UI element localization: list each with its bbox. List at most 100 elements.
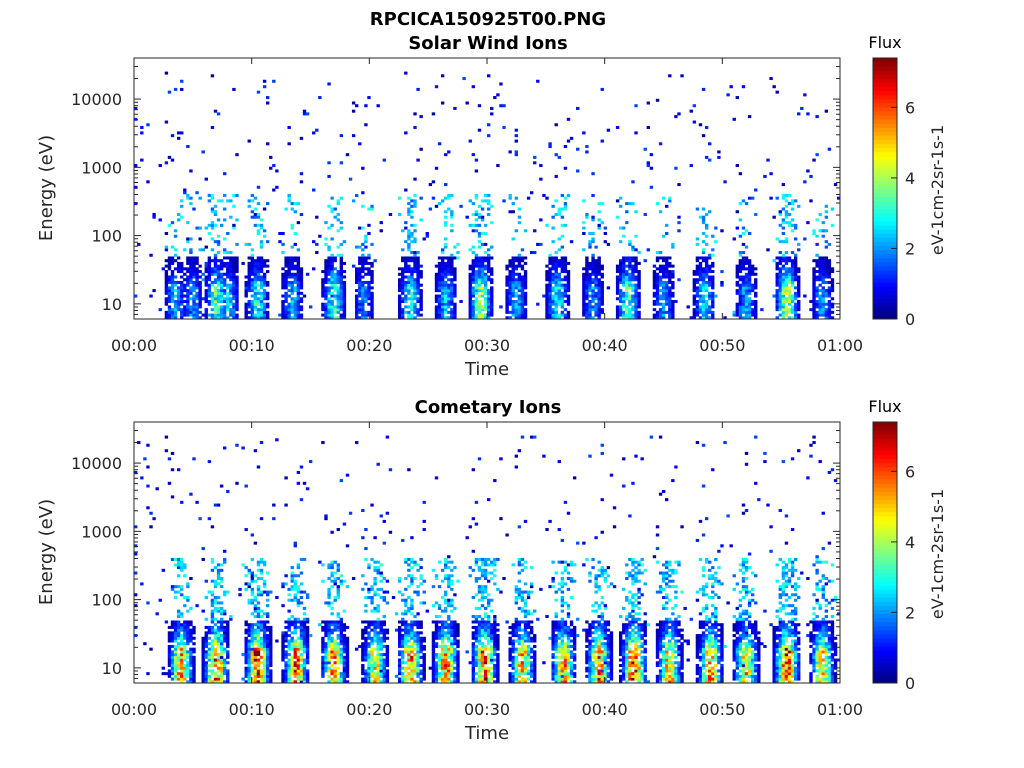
spectrogram-cell xyxy=(296,672,301,676)
spectrogram-cell xyxy=(797,270,801,274)
spectrogram-cell xyxy=(704,212,709,216)
spectrogram-cell xyxy=(296,299,301,303)
colorbar-swatch xyxy=(873,62,897,67)
spectrogram-cell xyxy=(290,308,294,312)
spectrogram-cell xyxy=(692,310,697,314)
spectrogram-cell xyxy=(299,639,304,643)
spectrogram-cell xyxy=(487,248,491,252)
spectrogram-cell xyxy=(333,310,337,314)
spectrogram-cell xyxy=(781,267,786,271)
spectrogram-cell xyxy=(265,316,270,320)
spectrogram-cell xyxy=(247,631,251,635)
spectrogram-cell xyxy=(305,677,310,681)
spectrogram-cell xyxy=(250,308,255,312)
spectrogram-cell xyxy=(637,283,641,287)
spectrogram-cell xyxy=(797,112,801,116)
colorbar-swatch xyxy=(873,147,897,153)
spectrogram-cell xyxy=(413,177,417,181)
spectrogram-cell xyxy=(542,294,546,298)
spectrogram-cell xyxy=(330,530,334,534)
spectrogram-cell xyxy=(591,299,595,303)
spectrogram-cell xyxy=(336,305,340,309)
spectrogram-cell xyxy=(440,308,445,312)
spectrogram-cell xyxy=(259,680,264,684)
spectrogram-cell xyxy=(204,663,208,667)
spectrogram-cell xyxy=(293,655,297,659)
spectrogram-cell xyxy=(778,256,782,260)
spectrogram-cell xyxy=(735,291,739,295)
spectrogram-cell xyxy=(176,644,181,648)
spectrogram-cell xyxy=(293,628,297,632)
spectrogram-cell xyxy=(775,278,779,282)
spectrogram-cell xyxy=(339,631,344,635)
colorbar-swatch xyxy=(873,58,897,63)
spectrogram-cell xyxy=(327,174,331,178)
spectrogram-cell xyxy=(253,642,258,646)
spectrogram-cell xyxy=(290,598,294,602)
spectrogram-cell xyxy=(747,259,752,263)
spectrogram-cell xyxy=(321,302,325,306)
spectrogram-cell xyxy=(744,272,749,276)
spectrogram-cell xyxy=(382,631,386,635)
spectrogram-cell xyxy=(615,215,620,219)
spectrogram-cell xyxy=(256,625,261,629)
spectrogram-cell xyxy=(812,313,816,317)
spectrogram-cell xyxy=(827,270,832,274)
spectrogram-cell xyxy=(631,264,635,268)
spectrogram-cell xyxy=(821,278,825,282)
spectrogram-cell xyxy=(173,631,178,635)
spectrogram-cell xyxy=(367,596,371,600)
spectrogram-cell xyxy=(192,256,196,260)
spectrogram-cell xyxy=(628,275,632,279)
spectrogram-cell xyxy=(244,582,248,586)
spectrogram-cell xyxy=(247,299,251,303)
spectrogram-cell xyxy=(440,199,445,203)
spectrogram-cell xyxy=(186,669,190,673)
spectrogram-cell xyxy=(554,299,558,303)
spectrogram-cell xyxy=(170,289,175,293)
spectrogram-cell xyxy=(336,218,340,222)
spectrogram-cell xyxy=(186,291,190,295)
spectrogram-cell xyxy=(269,636,273,640)
spectrogram-cell xyxy=(293,593,297,597)
spectrogram-cell xyxy=(373,620,377,624)
spectrogram-cell xyxy=(192,259,196,263)
spectrogram-cell xyxy=(333,582,337,586)
spectrogram-cell xyxy=(164,259,169,263)
spectrogram-cell xyxy=(164,275,169,279)
spectrogram-cell xyxy=(358,289,362,293)
spectrogram-cell xyxy=(253,308,258,312)
spectrogram-cell xyxy=(284,636,288,640)
spectrogram-cell xyxy=(235,270,239,274)
spectrogram-cell xyxy=(812,305,816,309)
spectrogram-cell xyxy=(450,267,454,271)
spectrogram-cell xyxy=(615,291,620,295)
spectrogram-cell xyxy=(744,316,749,320)
spectrogram-cell xyxy=(376,606,380,610)
spectrogram-cell xyxy=(265,628,270,632)
spectrogram-cell xyxy=(302,650,307,654)
spectrogram-cell xyxy=(827,291,832,295)
spectrogram-cell xyxy=(170,655,175,659)
spectrogram-cell xyxy=(523,310,528,314)
spectrogram-cell xyxy=(379,674,383,678)
spectrogram-cell xyxy=(247,261,251,265)
spectrogram-cell xyxy=(253,299,258,303)
spectrogram-cell xyxy=(548,316,552,320)
spectrogram-cell xyxy=(490,256,494,260)
spectrogram-cell xyxy=(287,680,291,684)
spectrogram-cell xyxy=(367,655,371,659)
spectrogram-cell xyxy=(327,655,331,659)
spectrogram-cell xyxy=(385,655,390,659)
spectrogram-cell xyxy=(247,305,251,309)
spectrogram-cell xyxy=(210,655,215,659)
spectrogram-cell xyxy=(548,145,552,149)
spectrogram-cell xyxy=(385,663,390,667)
spectrogram-cell xyxy=(158,598,162,602)
colorbar-swatch xyxy=(873,286,897,291)
spectrogram-cell xyxy=(775,256,779,260)
spectrogram-cell xyxy=(738,264,743,268)
spectrogram-cell xyxy=(373,674,377,678)
spectrogram-cell xyxy=(287,302,291,306)
spectrogram-cell xyxy=(410,278,414,282)
